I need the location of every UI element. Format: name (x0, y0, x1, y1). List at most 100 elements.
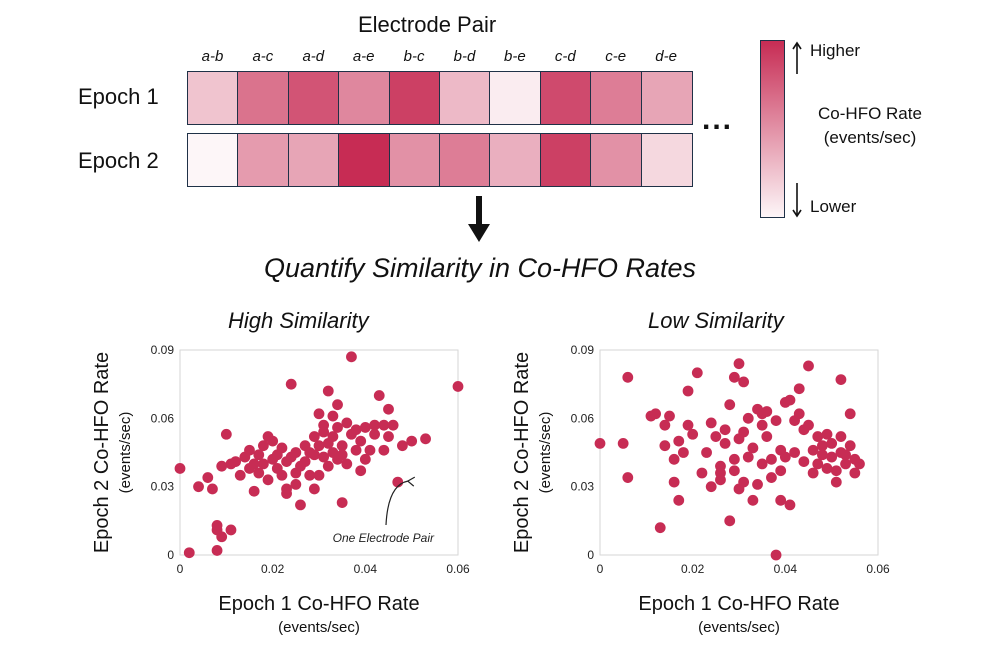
data-point (770, 549, 782, 561)
heatmap-cell-epoch1-a-e (339, 72, 390, 124)
colorbar-title-line1: Co-HFO Rate (818, 104, 922, 123)
data-point (248, 458, 260, 470)
data-point (308, 449, 320, 461)
data-point (738, 476, 750, 488)
y-axis-units: (events/sec) (537, 412, 554, 494)
pair-label-c-d: c-d (554, 48, 576, 65)
data-point (817, 440, 828, 452)
data-point (318, 451, 330, 463)
y-axis-units: (events/sec) (117, 412, 134, 494)
data-point (248, 485, 260, 497)
data-point (364, 444, 376, 456)
lower-arrow-icon (792, 183, 802, 218)
data-point (359, 422, 371, 433)
data-point (207, 483, 218, 495)
data-point (193, 481, 204, 493)
plot-area (179, 349, 459, 556)
data-point (622, 371, 634, 383)
heatmap-cell-epoch2-a-d (288, 134, 340, 186)
high-similarity-title: High Similarity (228, 308, 369, 333)
y-tick-label: 0.03 (571, 480, 595, 494)
x-axis-label: Epoch 1 Co-HFO Rate (218, 593, 419, 615)
data-point (452, 381, 464, 392)
data-point (285, 378, 297, 390)
data-point (318, 426, 330, 438)
data-point (258, 440, 269, 452)
data-point (378, 419, 390, 431)
data-point (304, 469, 316, 481)
data-point (770, 415, 782, 427)
data-point (742, 451, 754, 463)
data-point (313, 469, 325, 481)
higher-arrow-icon (792, 41, 802, 74)
colorbar-title-line2: (events/sec) (823, 128, 917, 147)
data-point (355, 435, 367, 447)
data-point (701, 447, 712, 458)
data-point (817, 449, 828, 461)
data-point (761, 431, 773, 442)
pair-label-b-d: b-d (453, 48, 476, 65)
data-point (840, 458, 851, 470)
data-point (844, 440, 856, 452)
data-point (383, 431, 394, 442)
pair-label-b-c: b-c (403, 48, 425, 65)
y-tick-label: 0 (587, 548, 594, 562)
data-point (775, 465, 787, 477)
data-point (258, 458, 269, 470)
low-similarity-title: Low Similarity (648, 308, 784, 333)
data-point (835, 431, 847, 442)
x-tick-label: 0.06 (866, 562, 890, 576)
data-point (183, 547, 195, 559)
data-point (276, 442, 288, 454)
data-point (854, 458, 865, 470)
data-point (687, 428, 699, 440)
data-point (387, 419, 399, 431)
pair-label-a-d: a-d (302, 48, 325, 65)
down-arrow-icon (468, 196, 490, 242)
data-point (253, 449, 265, 461)
x-tick-label: 0.06 (446, 562, 470, 576)
data-point (267, 435, 279, 447)
y-tick-label: 0 (167, 548, 174, 562)
y-axis-label: Epoch 2 Co-HFO Rate (91, 352, 113, 553)
data-point (715, 474, 726, 486)
data-point (752, 478, 763, 490)
pair-label-d-e: d-e (655, 48, 677, 65)
colorbar-title: Co-HFO Rate (events/sec) (800, 102, 940, 150)
heatmap-cell-epoch2-d-e (641, 134, 692, 186)
data-point (812, 431, 824, 442)
data-point (761, 406, 773, 417)
heatmap-cell-epoch1-b-c (389, 72, 440, 124)
pair-label-a-e: a-e (352, 48, 375, 65)
heatmap-cell-epoch2-b-c (389, 134, 440, 186)
data-point (830, 476, 842, 488)
data-point (336, 449, 348, 461)
heatmap-cell-epoch1-a-d (288, 72, 340, 124)
y-tick-label: 0.09 (151, 343, 175, 357)
data-point (654, 522, 666, 534)
data-point (341, 417, 353, 429)
data-point (705, 481, 717, 493)
data-point (378, 444, 390, 456)
data-point (724, 515, 736, 527)
y-tick-label: 0.06 (151, 411, 175, 425)
data-point (332, 399, 343, 411)
pair-label-b-e: b-e (504, 48, 526, 65)
x-axis-units: (events/sec) (698, 619, 780, 636)
epoch-2-label: Epoch 2 (78, 148, 159, 173)
data-point (728, 371, 740, 383)
data-point (202, 472, 214, 483)
x-tick-label: 0.02 (261, 562, 285, 576)
data-point (821, 463, 833, 474)
data-point (420, 433, 431, 445)
data-point (322, 460, 334, 472)
data-point (290, 478, 302, 490)
data-point (710, 431, 722, 442)
data-point (220, 428, 232, 440)
x-axis-units: (events/sec) (278, 619, 360, 636)
data-point (336, 440, 348, 452)
y-axis-label: Epoch 2 Co-HFO Rate (511, 352, 533, 553)
data-point (784, 499, 796, 511)
data-point (849, 467, 861, 479)
y-tick-label: 0.09 (571, 343, 595, 357)
